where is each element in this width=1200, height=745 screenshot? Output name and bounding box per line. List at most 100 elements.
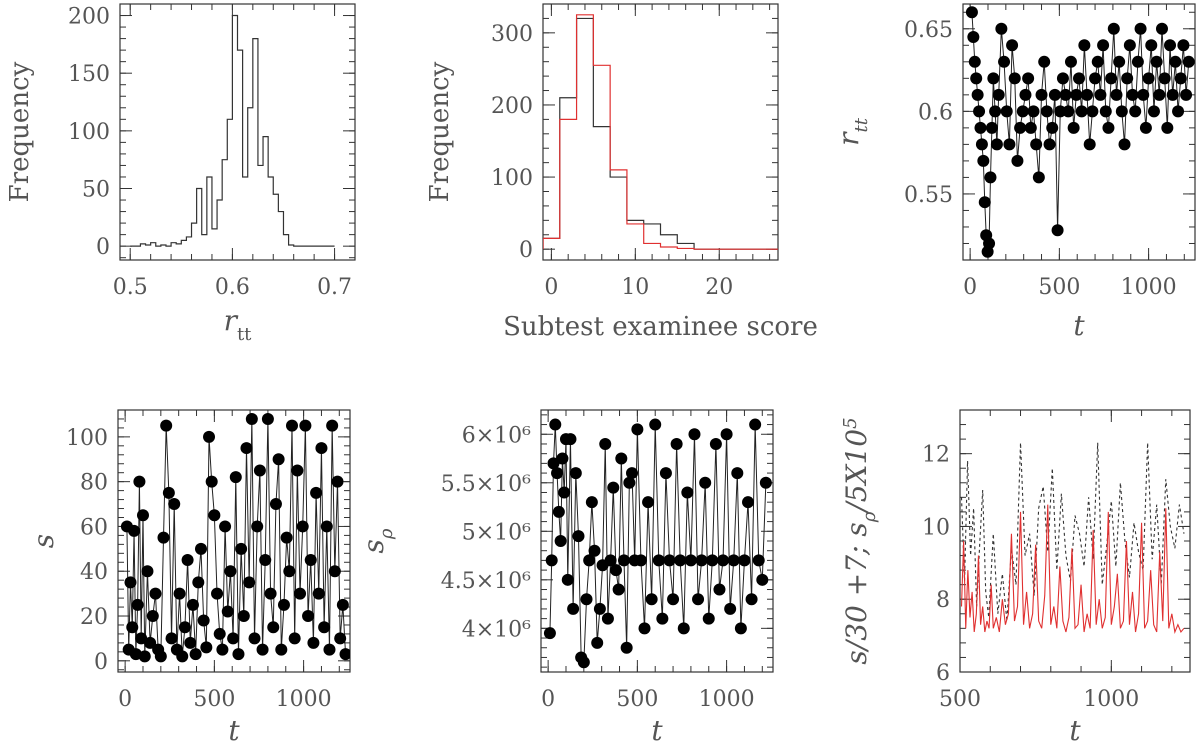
data-point [1027, 105, 1040, 118]
data-point [1056, 72, 1069, 85]
series-line-0 [960, 442, 1185, 622]
data-point [567, 602, 580, 615]
data-point [620, 641, 633, 654]
data-point [713, 583, 726, 596]
data-point [133, 475, 146, 488]
data-point [1115, 105, 1128, 118]
data-point [1166, 88, 1179, 101]
y-axis-label-subscript: ρ [859, 511, 880, 523]
y-tick-label: 100 [68, 120, 110, 145]
data-point [985, 121, 998, 134]
data-point [1147, 105, 1160, 118]
data-point [667, 593, 680, 606]
data-point [253, 464, 266, 477]
data-point [1182, 55, 1195, 68]
data-point [742, 496, 755, 509]
y-tick-label: 0.65 [904, 18, 953, 43]
data-point [216, 643, 229, 656]
data-point [227, 632, 240, 645]
y-tick-label: 4.5×10⁶ [441, 569, 531, 594]
data-point [294, 587, 307, 600]
x-tick-label: 0 [118, 687, 132, 712]
scatter-connector-line [549, 424, 767, 665]
data-point [1113, 55, 1126, 68]
y-tick-label: 0.6 [918, 100, 953, 125]
data-point [971, 88, 984, 101]
plot-area [130, 14, 335, 247]
data-point [312, 587, 325, 600]
data-point [1067, 121, 1080, 134]
data-point [1142, 72, 1155, 85]
data-point [1099, 105, 1112, 118]
data-point [251, 520, 264, 533]
data-point [310, 486, 323, 499]
data-point [695, 554, 708, 567]
data-point [642, 496, 655, 509]
data-point [681, 486, 694, 499]
data-point [1070, 88, 1083, 101]
x-tick-label: 0.5 [113, 275, 148, 300]
plot-area [960, 442, 1185, 634]
data-point [315, 442, 328, 455]
data-point [717, 554, 730, 567]
plot-area [543, 418, 772, 669]
data-point [192, 576, 205, 589]
data-point [331, 475, 344, 488]
data-point [734, 622, 747, 635]
data-point [1038, 55, 1051, 68]
x-axis-label: Subtest examinee score [503, 312, 818, 342]
data-point [577, 656, 590, 669]
y-axis-label: rtt [832, 117, 872, 146]
data-point [583, 554, 596, 567]
data-point [160, 419, 173, 432]
data-point [626, 467, 639, 480]
data-point [609, 564, 622, 577]
data-point [1073, 72, 1085, 85]
data-point [157, 531, 170, 544]
data-point [992, 88, 1005, 101]
data-point [967, 31, 980, 44]
x-tick-label: 0 [541, 687, 555, 712]
x-tick-label: 500 [939, 687, 981, 712]
y-tick-label: 300 [491, 22, 533, 47]
data-point [649, 418, 662, 431]
x-tick-label: 20 [705, 275, 733, 300]
data-point [1016, 105, 1029, 118]
data-point [551, 467, 564, 480]
x-axis-label: rtt [224, 304, 253, 345]
y-tick-label: 0.55 [904, 183, 953, 208]
data-point [593, 602, 606, 615]
data-point [1177, 39, 1190, 52]
data-point [561, 573, 574, 586]
y-axis-label: s/30 +7; sρ/5X105 [840, 417, 880, 664]
data-point [1174, 72, 1187, 85]
data-point [1180, 88, 1193, 101]
y-axis-label-tail: /5X10 [840, 429, 873, 515]
data-point [604, 554, 617, 567]
plot-area [120, 412, 350, 663]
data-point [684, 554, 697, 567]
y-axis-label-subscript: tt [851, 117, 872, 132]
data-point [136, 509, 149, 522]
data-point [1089, 72, 1102, 85]
plot-frame [119, 3, 356, 261]
data-point [1094, 88, 1107, 101]
data-point [240, 442, 253, 455]
y-tick-label: 0 [96, 235, 110, 260]
data-point [727, 554, 740, 567]
data-point [1155, 22, 1168, 35]
data-point [731, 467, 744, 480]
plot-frame [542, 3, 779, 261]
data-point [213, 627, 226, 640]
data-point [645, 593, 658, 606]
data-point [975, 138, 988, 151]
y-tick-label: 200 [491, 94, 533, 119]
data-point [237, 610, 250, 623]
data-point [706, 554, 719, 567]
x-tick-label: 0.6 [215, 275, 250, 300]
data-point [617, 554, 630, 567]
data-point [756, 573, 769, 586]
data-point [759, 476, 772, 489]
data-point [709, 437, 722, 450]
data-point [1158, 72, 1171, 85]
